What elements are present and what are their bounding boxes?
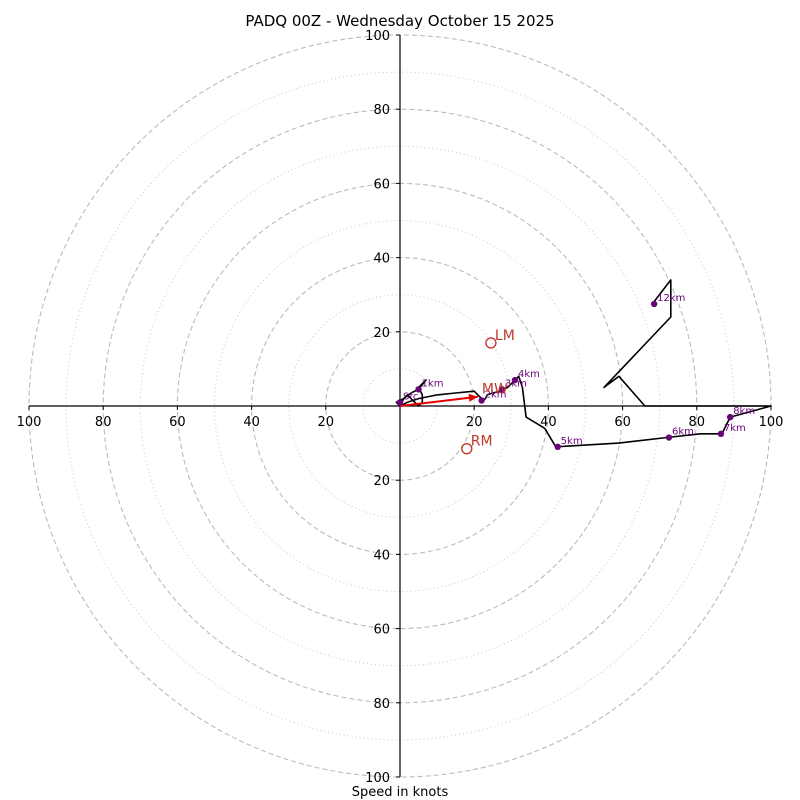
x-tick-label: 80	[95, 415, 112, 430]
x-tick-label: 40	[540, 415, 557, 430]
y-tick-label: 100	[365, 29, 390, 44]
storm-motion-label: MW	[482, 382, 508, 398]
storm-motion-circle	[485, 337, 497, 349]
height-marker-dot	[396, 399, 404, 406]
x-tick-label: 20	[318, 415, 335, 430]
height-marker-dot	[478, 397, 485, 404]
y-tick-label: 20	[373, 326, 390, 341]
height-marker-label: 4km	[518, 369, 540, 380]
storm-motion-label: LM	[495, 328, 515, 344]
y-tick-label: 80	[373, 697, 390, 712]
mean-wind-arrowhead	[468, 393, 478, 402]
x-axis-label: Speed in knots	[352, 785, 449, 800]
y-tick-label: 60	[373, 623, 390, 638]
height-marker-label: Sfc	[403, 391, 418, 402]
y-tick-label: 100	[365, 771, 390, 786]
height-marker-dot	[498, 386, 506, 393]
height-marker-label: 1km	[422, 378, 444, 389]
x-tick-label: 60	[614, 415, 631, 430]
hodograph-line	[395, 279, 772, 448]
x-tick-label: 20	[466, 415, 483, 430]
height-marker-dot	[554, 443, 561, 451]
height-marker-label: 3km	[505, 378, 527, 389]
x-tick-label: 100	[17, 415, 42, 430]
y-tick-label: 40	[373, 252, 390, 267]
height-marker-label: 5km	[561, 436, 583, 447]
x-tick-label: 40	[243, 415, 260, 430]
tick-labels: 100 80 60 40 20 20 40 60 80 100 100 80 60 40 20 20 40 60 8…	[17, 29, 784, 786]
height-marker-dot	[415, 386, 422, 393]
mean-wind-vector	[399, 393, 479, 407]
x-tick-label: 100	[759, 415, 784, 430]
hodograph-trace	[395, 279, 772, 448]
height-marker-dot	[650, 300, 658, 308]
height-marker-label: 7km	[724, 423, 746, 434]
y-tick-label: 80	[373, 103, 390, 118]
height-marker-label: 6km	[672, 427, 694, 438]
height-marker-dot	[665, 434, 673, 441]
x-tick-label: 80	[689, 415, 706, 430]
x-tick-label: 60	[169, 415, 186, 430]
height-marker-dot	[717, 430, 725, 438]
height-marker-label: 8km	[733, 406, 755, 417]
storm-motion-markers: LM RM MW	[461, 328, 515, 455]
y-tick-label: 20	[373, 474, 390, 489]
mean-wind-shaft	[399, 395, 479, 407]
y-tick-label: 60	[373, 177, 390, 192]
storm-motion-label: RM	[471, 434, 493, 450]
height-marker-dot	[511, 376, 519, 384]
height-marker-dot	[726, 413, 734, 421]
storm-motion-circle	[461, 442, 473, 455]
height-marker-label: 12km	[657, 293, 685, 304]
y-tick-label: 40	[373, 548, 390, 563]
chart-title: PADQ 00Z - Wednesday October 15 2025	[245, 12, 554, 30]
height-marker-label: 2km	[485, 389, 507, 400]
